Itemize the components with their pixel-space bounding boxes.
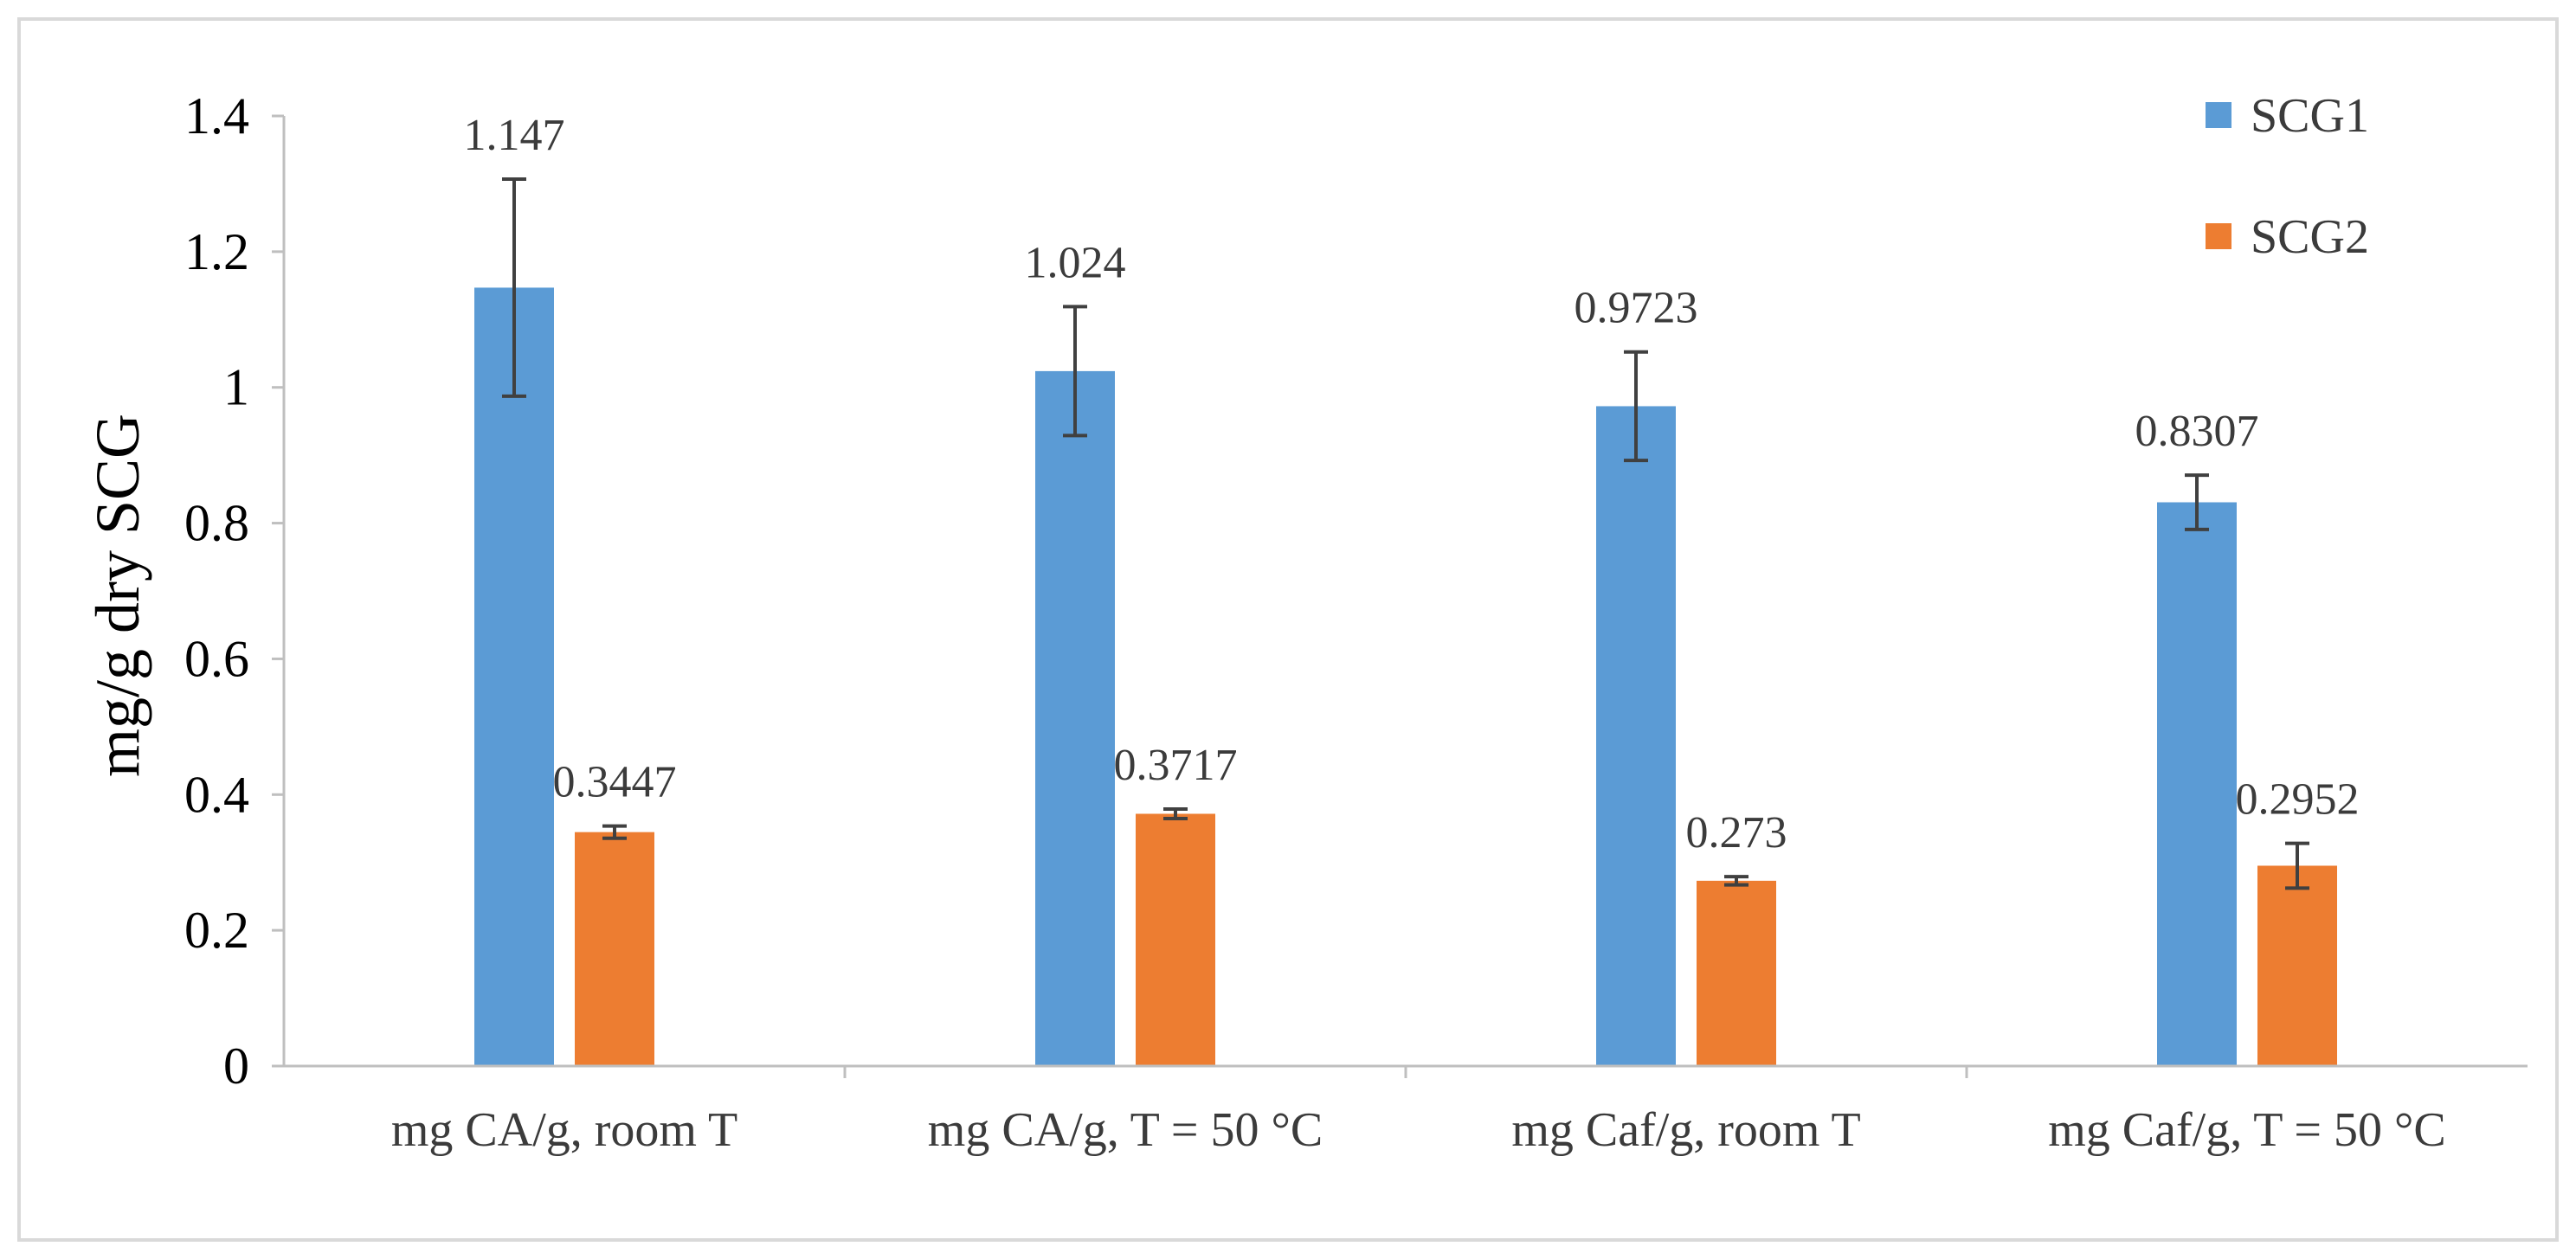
data-label-scg2: 0.3717 [1114, 741, 1238, 790]
legend-label-scg1: SCG1 [2251, 89, 2369, 143]
data-label-scg1: 1.024 [1025, 238, 1126, 287]
bar-scg1-4 [2157, 502, 2237, 1066]
data-label-scg1: 1.147 [464, 111, 565, 160]
legend-label-scg2: SCG2 [2251, 210, 2369, 264]
legend-swatch-scg2 [2206, 223, 2231, 249]
bar-scg2-1 [575, 832, 654, 1066]
bar-scg1-1 [474, 287, 554, 1066]
y-tick-label: 0.6 [184, 630, 249, 687]
data-labels: 1.147 0.3447 1.024 0.3717 0.9723 0.273 0.8307 0… [464, 111, 2360, 858]
x-category-label: mg CA/g, room T [391, 1103, 737, 1157]
data-label-scg2: 0.3447 [553, 758, 677, 807]
bar-scg2-4 [2257, 865, 2337, 1066]
x-category-label: mg CA/g, T = 50 °C [928, 1103, 1323, 1157]
bar-scg1-3 [1596, 406, 1676, 1067]
y-tick-label: 0.2 [184, 902, 249, 959]
data-label-scg2: 0.273 [1686, 808, 1787, 858]
y-tick-label: 1.2 [184, 223, 249, 280]
error-bars [502, 177, 2309, 890]
x-axis: mg CA/g, room T mg CA/g, T = 50 °C mg Caf/… [284, 1064, 2528, 1157]
y-axis: 0 0.2 0.4 0.6 0.8 1 1.2 1.4 [184, 87, 286, 1095]
data-label-scg1: 0.9723 [1575, 284, 1698, 333]
legend-swatch-scg1 [2206, 102, 2231, 128]
x-category-label: mg Caf/g, T = 50 °C [2048, 1103, 2445, 1157]
y-tick-label: 0.4 [184, 766, 249, 823]
y-tick-label: 1.4 [184, 87, 249, 145]
bar-scg2-3 [1697, 880, 1776, 1066]
x-category-label: mg Caf/g, room T [1511, 1103, 1860, 1157]
chart-border [17, 17, 2559, 1242]
bar-scg1-2 [1035, 370, 1115, 1066]
legend: SCG1 SCG2 [2206, 89, 2369, 264]
data-label-scg1: 0.8307 [2135, 407, 2259, 456]
y-axis-title: mg/g dry SCG [83, 414, 152, 777]
bar-scg2-2 [1136, 813, 1215, 1066]
y-tick-label: 0.8 [184, 495, 249, 552]
y-tick-label: 1 [223, 359, 249, 416]
y-tick-label: 0 [223, 1037, 249, 1095]
data-label-scg2: 0.2952 [2236, 775, 2360, 825]
bars [474, 287, 2337, 1067]
